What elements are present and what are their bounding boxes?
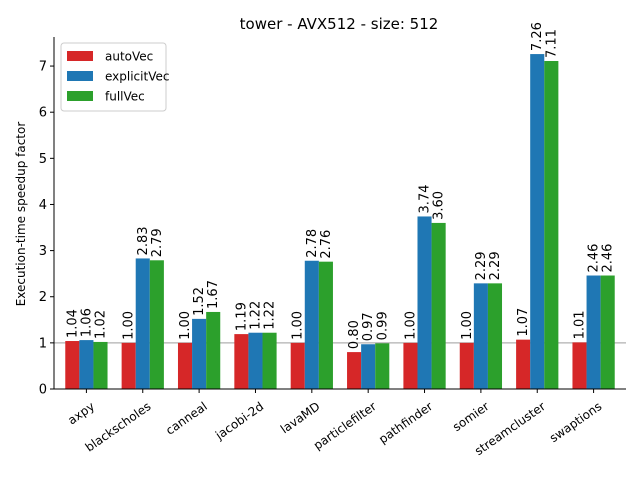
data-label: 1.00	[291, 311, 306, 340]
legend-swatch-fullVec	[67, 91, 93, 101]
data-label: 7.26	[530, 22, 545, 51]
data-label: 3.74	[418, 185, 433, 214]
bar-explicitVec-somier	[473, 283, 488, 389]
data-label: 2.46	[601, 244, 616, 273]
x-tick-label: swaptions	[547, 399, 604, 445]
x-tick-label: pathfinder	[376, 399, 435, 446]
x-tick-label: somier	[450, 399, 492, 434]
data-label: 0.99	[375, 311, 390, 340]
bar-fullVec-lavaMD	[318, 261, 333, 389]
y-tick-label: 5	[39, 152, 47, 167]
data-label: 0.97	[361, 312, 376, 341]
legend-swatch-explicitVec	[67, 71, 93, 81]
bar-fullVec-axpy	[93, 341, 108, 389]
bar-explicitVec-streamcluster	[530, 54, 545, 390]
bar-explicitVec-pathfinder	[417, 216, 432, 389]
legend-label-autoVec: autoVec	[105, 50, 153, 64]
bar-explicitVec-swaptions	[586, 275, 601, 389]
y-tick-label: 0	[39, 383, 47, 398]
y-tick-label: 2	[39, 290, 47, 305]
bar-autoVec-streamcluster	[516, 339, 531, 389]
chart-title: tower - AVX512 - size: 512	[240, 15, 439, 33]
bar-autoVec-canneal	[177, 342, 193, 389]
bar-explicitVec-particlefilter	[361, 344, 376, 389]
y-tick-label: 1	[39, 336, 47, 351]
x-tick-label: jacobi-2d	[212, 399, 266, 443]
data-label: 2.46	[587, 244, 602, 273]
legend-label-explicitVec: explicitVec	[105, 70, 169, 84]
legend-swatch-autoVec	[67, 51, 93, 61]
bar-autoVec-pathfinder	[403, 342, 418, 389]
y-tick-label: 7	[39, 60, 47, 75]
bar-fullVec-blackscholes	[149, 260, 164, 389]
data-labels-layer: 1.04 1.00 1.00 1.19 1.00 0.80 1.00 1.00 1.07 1.01…	[65, 22, 615, 349]
bar-explicitVec-blackscholes	[135, 258, 150, 389]
data-label: 1.52	[192, 287, 207, 316]
bar-explicitVec-lavaMD	[304, 260, 319, 389]
data-label: 1.07	[516, 308, 531, 337]
data-label: 1.06	[79, 308, 94, 337]
bar-explicitVec-canneal	[192, 318, 207, 389]
data-label: 2.29	[488, 251, 503, 280]
bar-autoVec-blackscholes	[121, 342, 136, 389]
x-tick-label: lavaMD	[278, 399, 323, 436]
data-label: 1.22	[263, 301, 278, 330]
data-label: 1.22	[248, 301, 263, 330]
bar-explicitVec-jacobi-2d	[248, 332, 263, 389]
legend-label-fullVec: fullVec	[105, 90, 145, 104]
y-tick-label: 3	[39, 244, 47, 259]
bar-autoVec-lavaMD	[290, 342, 305, 389]
data-label: 1.00	[122, 311, 137, 340]
data-label: 2.29	[474, 251, 489, 280]
bars-layer	[65, 54, 615, 390]
bar-fullVec-somier	[487, 283, 503, 389]
bar-fullVec-particlefilter	[375, 343, 390, 389]
x-tick-label: particlefilter	[311, 399, 379, 452]
legend: autoVec explicitVec fullVec	[60, 42, 169, 112]
data-label: 1.04	[65, 309, 80, 338]
bar-fullVec-jacobi-2d	[262, 332, 277, 389]
bar-autoVec-axpy	[65, 341, 80, 389]
bar-fullVec-canneal	[206, 311, 221, 389]
bar-fullVec-swaptions	[600, 275, 615, 389]
bar-autoVec-jacobi-2d	[234, 334, 249, 389]
data-label: 0.80	[347, 320, 362, 349]
data-label: 2.76	[319, 230, 334, 259]
data-label: 1.00	[178, 311, 193, 340]
data-label: 2.83	[136, 226, 151, 255]
data-label: 2.78	[305, 229, 320, 258]
data-label: 1.01	[573, 310, 588, 339]
data-label: 7.11	[544, 29, 559, 58]
data-label: 1.00	[403, 311, 418, 340]
data-label: 3.60	[432, 191, 447, 220]
data-label: 1.19	[234, 302, 249, 331]
data-label: 2.79	[150, 228, 165, 257]
bar-autoVec-somier	[459, 342, 474, 389]
data-label: 1.67	[206, 280, 221, 309]
y-axis-label: Execution-time speedup factor	[14, 122, 28, 307]
bar-autoVec-swaptions	[572, 342, 587, 389]
y-tick-label: 6	[39, 106, 47, 121]
bar-fullVec-streamcluster	[544, 60, 559, 390]
bar-explicitVec-axpy	[79, 340, 94, 389]
y-tick-label: 4	[39, 198, 47, 213]
bar-autoVec-particlefilter	[347, 352, 362, 389]
x-tick-label: canneal	[163, 399, 210, 438]
x-tick-label: axpy	[65, 399, 97, 427]
data-label: 1.00	[460, 311, 475, 340]
data-label: 1.02	[93, 310, 108, 339]
bar-fullVec-pathfinder	[431, 222, 446, 389]
